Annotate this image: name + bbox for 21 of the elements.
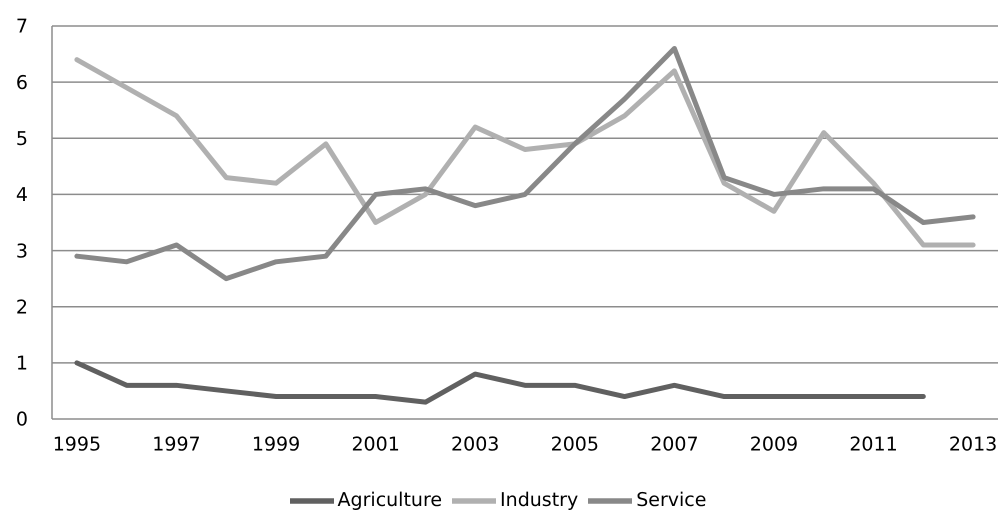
legend-label: Industry: [500, 489, 578, 512]
x-tick-label: 2003: [451, 433, 500, 456]
x-tick-label: 1997: [152, 433, 201, 456]
x-tick-label: 2013: [948, 433, 998, 456]
x-tick-label: 2005: [550, 433, 599, 456]
x-tick-label: 1999: [252, 433, 300, 456]
x-tick-label: 1995: [52, 433, 102, 456]
x-tick-label: 2001: [351, 433, 400, 456]
y-tick-label: 3: [16, 240, 28, 262]
y-tick-label: 1: [16, 352, 28, 375]
y-tick-label: 7: [16, 16, 28, 38]
x-tick-label: 2007: [650, 433, 699, 456]
legend-label: Agriculture: [338, 489, 442, 512]
y-tick-label: 0: [16, 408, 28, 431]
y-tick-label: 4: [16, 184, 28, 206]
x-tick-label: 2009: [750, 433, 798, 456]
y-tick-label: 5: [16, 128, 28, 150]
y-tick-label: 6: [16, 72, 28, 94]
y-tick-label: 2: [16, 296, 28, 318]
legend-label: Service: [636, 489, 706, 512]
x-tick-label: 2011: [849, 433, 898, 456]
